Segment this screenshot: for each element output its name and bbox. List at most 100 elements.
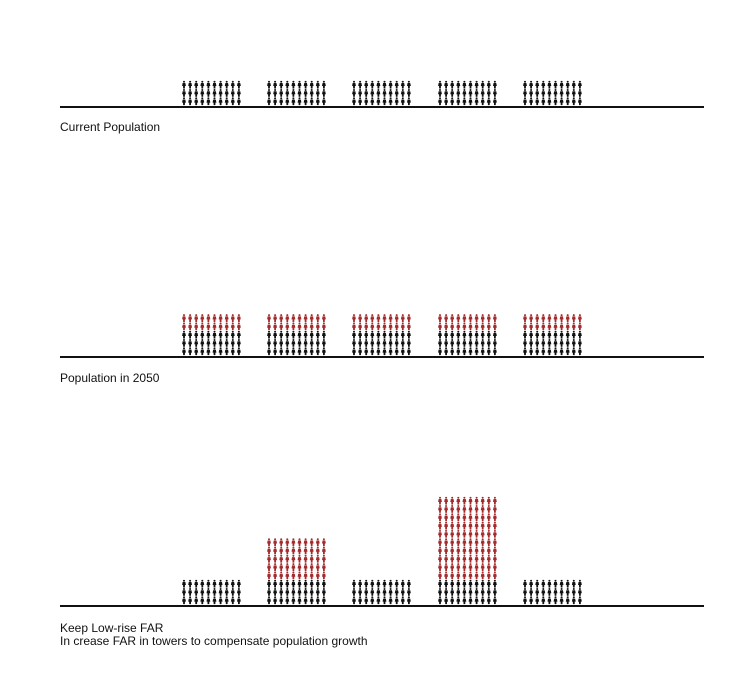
person-icon-growth bbox=[291, 322, 296, 331]
person-icon-current bbox=[456, 587, 461, 596]
person-icon-current bbox=[285, 347, 290, 356]
person-icon-current bbox=[200, 587, 205, 596]
person-icon-growth bbox=[406, 322, 411, 331]
person-icon-current bbox=[577, 587, 582, 596]
person-icon-current bbox=[279, 80, 284, 89]
person-icon-growth bbox=[309, 322, 314, 331]
person-icon-growth bbox=[267, 546, 271, 555]
person-icon-current bbox=[535, 330, 540, 339]
person-icon-current bbox=[541, 80, 546, 89]
person-icon-current bbox=[565, 579, 570, 588]
population-block bbox=[182, 80, 241, 106]
person-icon-current bbox=[547, 579, 552, 588]
person-icon-current bbox=[297, 347, 302, 356]
person-icon-growth bbox=[358, 322, 363, 331]
person-icon-current bbox=[468, 88, 473, 97]
person-icon-growth bbox=[291, 314, 296, 322]
person-icon-growth bbox=[444, 538, 449, 547]
person-icon-current bbox=[547, 97, 552, 106]
person-icon-current bbox=[212, 330, 217, 339]
person-icon-current bbox=[218, 596, 223, 605]
person-icon-current bbox=[236, 330, 241, 339]
person-icon-current bbox=[406, 587, 411, 596]
person-icon-current bbox=[571, 97, 576, 106]
person-icon-growth bbox=[236, 314, 241, 322]
person-icon-growth bbox=[273, 571, 278, 580]
caption-keep-low-rise: Keep Low-rise FAR bbox=[60, 621, 164, 635]
person-icon-current bbox=[444, 330, 449, 339]
person-icon-current bbox=[486, 80, 491, 89]
person-icon-growth bbox=[279, 322, 284, 331]
person-icon-current bbox=[364, 347, 369, 356]
caption-population-2050: Population in 2050 bbox=[60, 371, 160, 385]
person-icon-growth bbox=[462, 513, 467, 522]
person-icon-growth bbox=[438, 538, 442, 547]
person-icon-current bbox=[480, 97, 485, 106]
person-icon-growth bbox=[450, 521, 455, 530]
person-icon-current bbox=[565, 330, 570, 339]
person-icon-current bbox=[309, 97, 314, 106]
person-icon-current bbox=[364, 596, 369, 605]
person-icon-growth bbox=[303, 546, 308, 555]
person-icon-current bbox=[571, 587, 576, 596]
person-icon-growth bbox=[468, 322, 473, 331]
person-icon-current bbox=[364, 587, 369, 596]
person-icon-current bbox=[474, 347, 479, 356]
person-icon-growth bbox=[400, 322, 405, 331]
person-icon-current bbox=[438, 596, 442, 605]
person-icon-current bbox=[297, 88, 302, 97]
panel-2050 bbox=[60, 314, 704, 358]
person-icon-current bbox=[474, 88, 479, 97]
person-icon-current bbox=[352, 97, 356, 106]
person-icon-current bbox=[182, 347, 186, 356]
person-icon-current bbox=[358, 587, 363, 596]
person-icon-current bbox=[376, 579, 381, 588]
person-icon-current bbox=[559, 347, 564, 356]
person-icon-current bbox=[553, 338, 558, 347]
person-icon-growth bbox=[388, 322, 393, 331]
person-icon-growth bbox=[388, 314, 393, 322]
person-icon-current bbox=[468, 80, 473, 89]
person-icon-current bbox=[480, 338, 485, 347]
person-icon-current bbox=[468, 596, 473, 605]
person-icon-current bbox=[400, 347, 405, 356]
person-icon-current bbox=[535, 97, 540, 106]
person-icon-growth bbox=[456, 496, 461, 505]
person-icon-growth bbox=[321, 546, 326, 555]
person-icon-growth bbox=[492, 571, 497, 580]
person-icon-current bbox=[273, 596, 278, 605]
person-icon-growth bbox=[450, 563, 455, 571]
person-icon-growth bbox=[474, 322, 479, 331]
person-icon-growth bbox=[273, 314, 278, 322]
person-icon-current bbox=[230, 97, 235, 106]
person-icon-growth bbox=[553, 314, 558, 322]
person-icon-current bbox=[565, 338, 570, 347]
person-icon-growth bbox=[309, 563, 314, 571]
person-icon-current bbox=[474, 579, 479, 588]
person-icon-current bbox=[218, 338, 223, 347]
person-icon-current bbox=[565, 80, 570, 89]
person-icon-current bbox=[456, 579, 461, 588]
person-icon-current bbox=[474, 97, 479, 106]
person-icon-growth bbox=[492, 554, 497, 563]
person-icon-current bbox=[450, 88, 455, 97]
person-icon-current bbox=[456, 596, 461, 605]
person-icon-current bbox=[438, 347, 442, 356]
person-icon-growth bbox=[444, 513, 449, 522]
person-icon-growth bbox=[468, 546, 473, 555]
person-icon-current bbox=[230, 596, 235, 605]
person-icon-current bbox=[236, 80, 241, 89]
person-icon-current bbox=[370, 347, 375, 356]
person-icon-current bbox=[553, 97, 558, 106]
person-icon-current bbox=[571, 347, 576, 356]
person-icon-growth bbox=[444, 554, 449, 563]
person-icon-current bbox=[565, 97, 570, 106]
person-icon-current bbox=[285, 97, 290, 106]
person-icon-current bbox=[364, 579, 369, 588]
person-icon-current bbox=[438, 579, 442, 588]
person-icon-current bbox=[279, 338, 284, 347]
person-icon-current bbox=[492, 596, 497, 605]
person-icon-current bbox=[291, 596, 296, 605]
person-icon-current bbox=[535, 88, 540, 97]
person-icon-growth bbox=[438, 496, 442, 505]
